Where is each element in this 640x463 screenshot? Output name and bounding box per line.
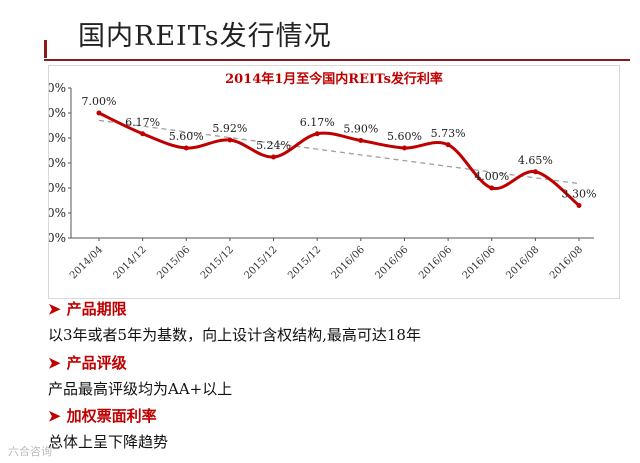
data-point — [183, 145, 189, 151]
data-point — [358, 138, 364, 143]
data-label: 6.17% — [300, 116, 335, 129]
chart-title: 2014年1月至今国内REITs发行利率 — [225, 71, 443, 87]
data-point — [96, 110, 102, 116]
series-line — [98, 111, 580, 207]
bullet-heading-label: 产品期限 — [66, 300, 127, 318]
bullet-text-rating: 产品最高评级均为AA+以上 — [48, 380, 233, 398]
data-label: 5.60% — [169, 130, 204, 143]
x-tick-label: 2016/08 — [548, 244, 585, 281]
data-label: 3.30% — [562, 188, 597, 201]
data-label: 5.24% — [256, 139, 291, 152]
y-tick-label: 2.00% — [49, 231, 66, 245]
data-point — [401, 145, 407, 151]
title-accent-bar — [44, 40, 47, 58]
arrow-bullet-icon: ➤ — [48, 300, 61, 318]
x-tick-label: 2016/06 — [461, 244, 498, 281]
x-tick-label: 2015/12 — [199, 244, 236, 281]
data-label: 7.00% — [82, 95, 117, 108]
x-tick-label: 2015/12 — [243, 244, 280, 281]
bullet-heading-label: 产品评级 — [66, 354, 127, 372]
data-point — [576, 203, 582, 208]
data-label: 5.92% — [212, 122, 247, 135]
y-tick-label: 3.00% — [49, 206, 66, 220]
arrow-bullet-icon: ➤ — [48, 354, 61, 372]
line-chart: 2014年1月至今国内REITs发行利率 2.00% 3.00% 4.00% 5.00%… — [49, 71, 597, 281]
data-point — [445, 142, 451, 148]
x-tick-label: 2016/08 — [504, 244, 541, 281]
y-tick-label: 8.00% — [49, 81, 66, 95]
bullet-text-term: 以3年或者5年为基数，向上设计含权结构,最高可达18年 — [48, 326, 421, 344]
bullet-heading-coupon: ➤ 加权票面利率 — [48, 405, 157, 426]
bullet-heading-rating: ➤ 产品评级 — [48, 352, 127, 373]
x-tick-label: 2016/06 — [330, 244, 367, 281]
data-point — [140, 131, 146, 137]
x-tick-label: 2014/04 — [68, 244, 105, 281]
arrow-bullet-icon: ➤ — [48, 407, 61, 425]
y-tick-label: 6.00% — [49, 131, 66, 145]
x-tick-label: 2016/06 — [417, 244, 454, 281]
data-label: 5.73% — [431, 127, 466, 140]
y-tick-label: 5.00% — [49, 156, 66, 170]
bullet-heading-term: ➤ 产品期限 — [48, 298, 127, 319]
x-tick-label: 2015/06 — [155, 244, 192, 281]
data-label: 5.90% — [343, 123, 378, 136]
data-point — [314, 131, 320, 137]
data-point — [489, 185, 495, 191]
title-underline — [44, 59, 630, 61]
bullet-heading-label: 加权票面利率 — [66, 407, 157, 425]
data-point — [227, 137, 233, 143]
slide-title: 国内REITs发行情况 — [78, 21, 332, 52]
data-label: 4.65% — [518, 154, 553, 167]
x-tick-label: 2016/06 — [373, 244, 410, 281]
data-point — [532, 169, 538, 175]
x-tick-label: 2014/12 — [112, 244, 149, 281]
y-tick-label: 4.00% — [49, 181, 66, 195]
data-label: 6.17% — [125, 116, 160, 129]
data-point — [271, 154, 277, 160]
data-label: 5.60% — [387, 130, 422, 143]
chart-container: 2014年1月至今国内REITs发行利率 2.00% 3.00% 4.00% 5.00%… — [48, 65, 620, 299]
y-tick-label: 7.00% — [49, 106, 66, 120]
data-label: 4.00% — [474, 170, 509, 183]
bullet-text-coupon: 总体上呈下降趋势 — [48, 433, 169, 451]
x-tick-label: 2015/12 — [286, 244, 323, 281]
watermark: 六合咨询 — [8, 445, 52, 458]
